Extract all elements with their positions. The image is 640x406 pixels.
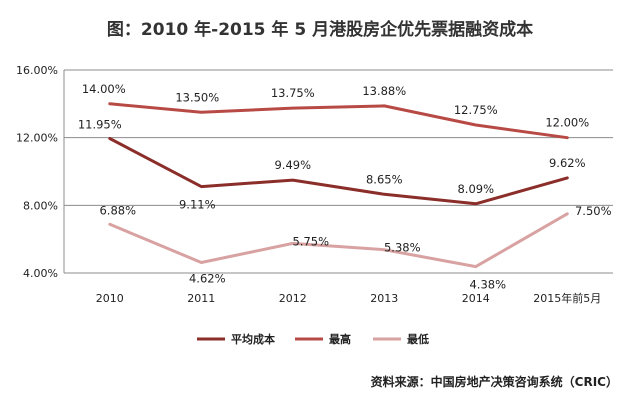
data-label: 11.95% xyxy=(78,118,122,132)
x-tick-label: 2013 xyxy=(370,292,398,305)
x-tick-label: 2011 xyxy=(187,292,215,305)
data-label: 4.38% xyxy=(469,278,506,292)
legend-label: 平均成本 xyxy=(231,332,275,346)
x-tick-label: 2010 xyxy=(96,292,124,305)
x-tick-label: 2015年前5月 xyxy=(533,291,601,305)
series-line xyxy=(108,137,569,206)
data-label: 14.00% xyxy=(82,82,126,96)
x-tick-label: 2012 xyxy=(279,292,307,305)
data-label: 12.75% xyxy=(454,103,498,117)
series-line xyxy=(108,212,569,269)
data-label: 12.00% xyxy=(545,116,589,130)
y-tick-label: 4.00% xyxy=(23,267,58,280)
data-label: 8.65% xyxy=(366,172,403,186)
data-label: 13.50% xyxy=(175,90,219,104)
data-label: 9.11% xyxy=(179,198,216,212)
series-lines xyxy=(108,102,569,269)
data-label: 5.38% xyxy=(384,241,421,255)
data-label: 13.75% xyxy=(271,86,315,100)
y-tick-label: 16.00% xyxy=(16,64,58,77)
chart-title: 图：2010 年-2015 年 5 月港股房企优先票据融资成本 xyxy=(107,19,533,40)
data-labels: 11.95% 9.11% 9.49% 8.65% 8.09% 9.62% 14.00% 13.… xyxy=(78,82,612,292)
legend-label: 最低 xyxy=(407,332,429,346)
y-tick-label: 8.00% xyxy=(23,199,58,212)
y-axis-tick-labels: 16.00% 12.00% 8.00% 4.00% xyxy=(16,64,58,280)
data-label: 5.75% xyxy=(292,234,329,248)
data-label: 9.62% xyxy=(549,156,586,170)
data-label: 6.88% xyxy=(99,203,136,217)
x-tick-label: 2014 xyxy=(462,292,490,305)
data-label: 4.62% xyxy=(189,272,226,286)
legend-label: 最高 xyxy=(329,332,351,346)
x-axis-tick-labels: 2010 2011 2012 2013 2014 2015年前5月 xyxy=(96,291,602,305)
data-label: 9.49% xyxy=(274,158,311,172)
data-label: 8.09% xyxy=(457,182,494,196)
series-line xyxy=(108,102,569,140)
data-label: 7.50% xyxy=(575,204,612,218)
gridlines xyxy=(63,69,613,274)
data-label: 13.88% xyxy=(362,84,406,98)
source-note: 资料来源：中国房地产决策咨询系统（CRIC） xyxy=(371,374,618,389)
y-tick-label: 12.00% xyxy=(16,132,58,145)
legend: 平均成本 最高 最低 xyxy=(197,332,429,346)
